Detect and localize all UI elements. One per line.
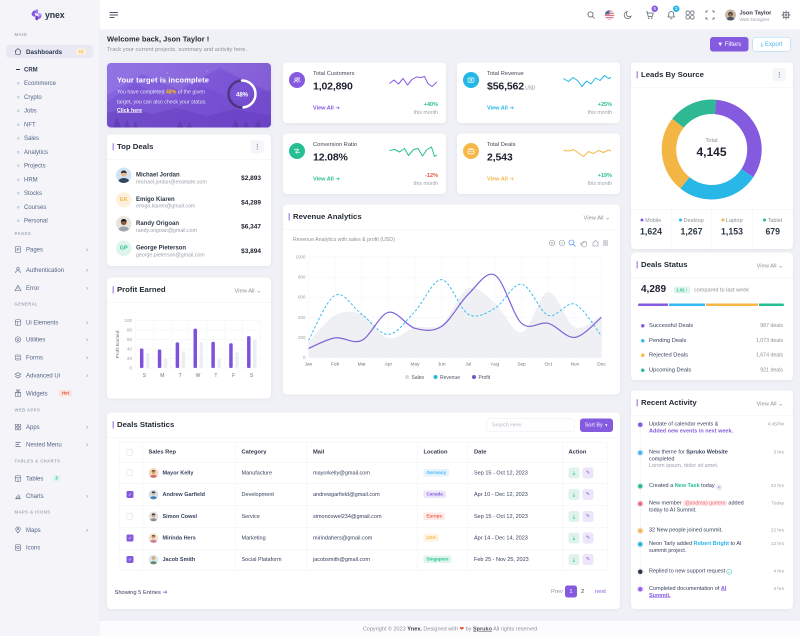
- svg-text:800: 800: [298, 275, 306, 280]
- svg-text:May: May: [411, 362, 421, 368]
- svg-text:Feb: Feb: [331, 362, 340, 368]
- svg-text:Revenue: Revenue: [440, 375, 460, 381]
- svg-text:S: S: [250, 373, 254, 379]
- svg-text:Aug: Aug: [491, 362, 500, 368]
- svg-text:0: 0: [303, 355, 306, 360]
- svg-text:1000: 1000: [295, 255, 306, 260]
- svg-text:600: 600: [298, 295, 306, 300]
- svg-text:100: 100: [124, 318, 132, 323]
- svg-text:Nov: Nov: [571, 362, 580, 368]
- svg-text:20: 20: [127, 356, 133, 361]
- svg-text:0: 0: [129, 366, 132, 371]
- svg-text:Sep: Sep: [517, 362, 526, 368]
- svg-text:Apr: Apr: [385, 362, 393, 368]
- svg-text:F: F: [232, 373, 235, 379]
- svg-text:48%: 48%: [236, 92, 249, 98]
- svg-text:200: 200: [298, 335, 306, 340]
- svg-text:Mar: Mar: [358, 362, 367, 368]
- svg-text:400: 400: [298, 315, 306, 320]
- svg-text:Profit Earned: Profit Earned: [115, 330, 121, 358]
- svg-text:M: M: [160, 373, 164, 379]
- svg-text:Dec: Dec: [597, 362, 606, 368]
- svg-text:Sales: Sales: [412, 375, 425, 381]
- svg-text:Oct: Oct: [545, 362, 553, 368]
- svg-text:T: T: [214, 373, 217, 379]
- svg-text:W: W: [196, 373, 201, 379]
- svg-text:T: T: [179, 373, 182, 379]
- svg-text:Jan: Jan: [305, 362, 313, 368]
- svg-text:Jun: Jun: [438, 362, 446, 368]
- svg-text:40: 40: [127, 347, 133, 352]
- svg-text:Jul: Jul: [465, 362, 471, 368]
- svg-text:S: S: [143, 373, 147, 379]
- svg-text:80: 80: [127, 328, 133, 333]
- svg-text:60: 60: [127, 337, 133, 342]
- svg-text:Profit: Profit: [479, 375, 491, 381]
